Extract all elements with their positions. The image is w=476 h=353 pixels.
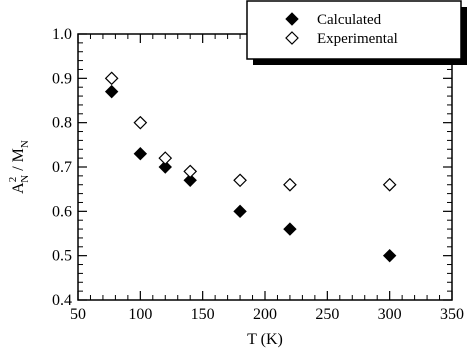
x-tick-label: 200	[253, 306, 277, 323]
calculated-point	[183, 173, 197, 188]
legend-marker-experimental	[285, 31, 299, 45]
legend-box	[246, 0, 462, 60]
legend-marker-calculated	[285, 12, 299, 26]
y-tick-label: 0.7	[52, 159, 72, 176]
data-points	[104, 71, 397, 263]
experimental-point	[158, 151, 173, 165]
experimental-point	[133, 115, 148, 130]
legend-label-experimental: Experimental	[317, 31, 398, 47]
calculated-point	[104, 84, 119, 99]
calculated-point	[283, 222, 297, 236]
calculated-point	[158, 160, 172, 174]
legend: Calculated Experimental	[246, 0, 467, 65]
experimental-point	[104, 71, 119, 86]
plot-frame	[77, 33, 453, 301]
calculated-point	[382, 248, 397, 263]
legend-label-calculated: Calculated	[317, 12, 382, 28]
y-tick-label: 0.6	[52, 203, 72, 220]
y-tick-label: 0.4	[52, 292, 72, 309]
calculated-point	[133, 146, 148, 161]
experimental-point	[233, 173, 247, 188]
calculated-point	[233, 204, 247, 219]
y-tick-labels: 0.4 0.5 0.6 0.7 0.8 0.9 1.0	[52, 26, 72, 309]
experimental-point	[183, 164, 198, 179]
y-tick-label: 0.9	[52, 70, 72, 87]
y-tick-label: 1.0	[52, 26, 72, 43]
y-axis-label: A2N / MN	[7, 140, 31, 194]
x-tick-label: 300	[378, 306, 402, 323]
axis-ticks	[77, 33, 453, 301]
x-axis-label: T (K)	[247, 331, 283, 348]
x-tick-label: 50	[70, 306, 86, 323]
x-tick-label: 350	[440, 306, 464, 323]
y-tick-label: 0.8	[52, 115, 72, 132]
y-tick-label: 0.5	[52, 248, 72, 265]
experimental-point	[382, 177, 397, 192]
x-tick-label: 100	[128, 306, 152, 323]
x-tick-label: 150	[191, 306, 215, 323]
x-tick-labels: 50 100 150 200 250 300 350	[70, 306, 464, 323]
experimental-point	[283, 177, 297, 192]
x-tick-label: 250	[315, 306, 339, 323]
